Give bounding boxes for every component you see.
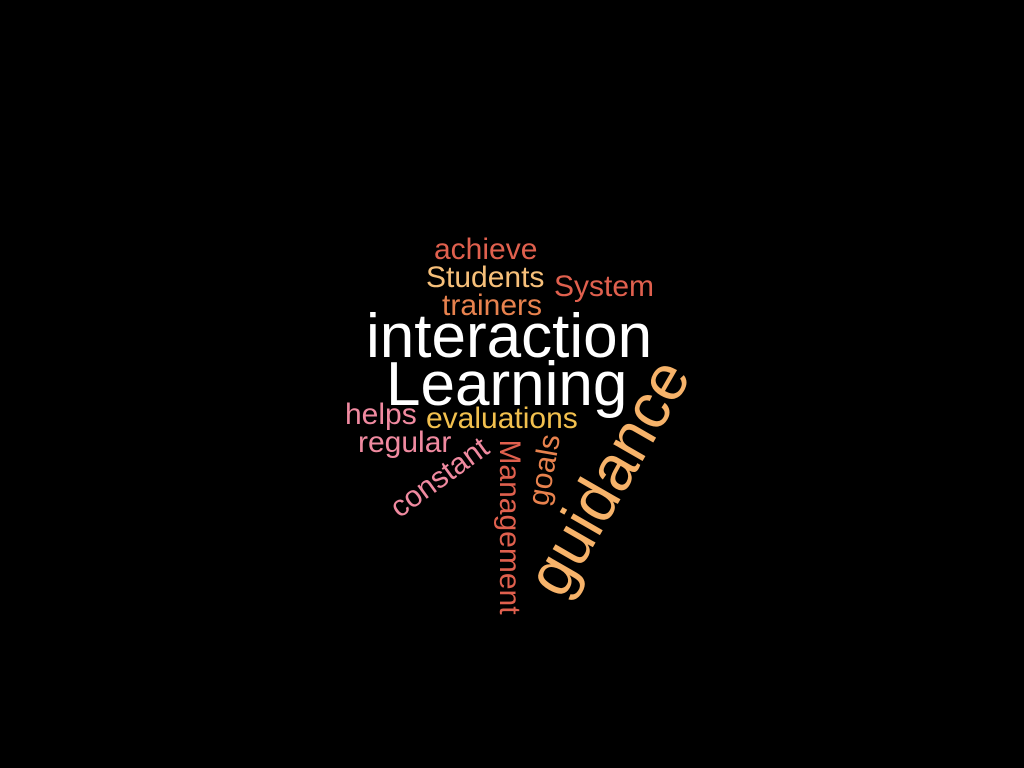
word-evaluations: evaluations: [426, 402, 578, 435]
word-regular: regular: [358, 426, 452, 459]
word-system: System: [554, 270, 655, 303]
word-learning: Learning: [386, 350, 628, 419]
word-achieve: achieve: [434, 233, 538, 266]
word-trainers: trainers: [442, 289, 543, 322]
word-management: Management: [493, 439, 526, 615]
word-students: Students: [426, 261, 545, 294]
word-interaction: interaction: [366, 302, 653, 371]
word-helps: helps: [345, 398, 417, 431]
